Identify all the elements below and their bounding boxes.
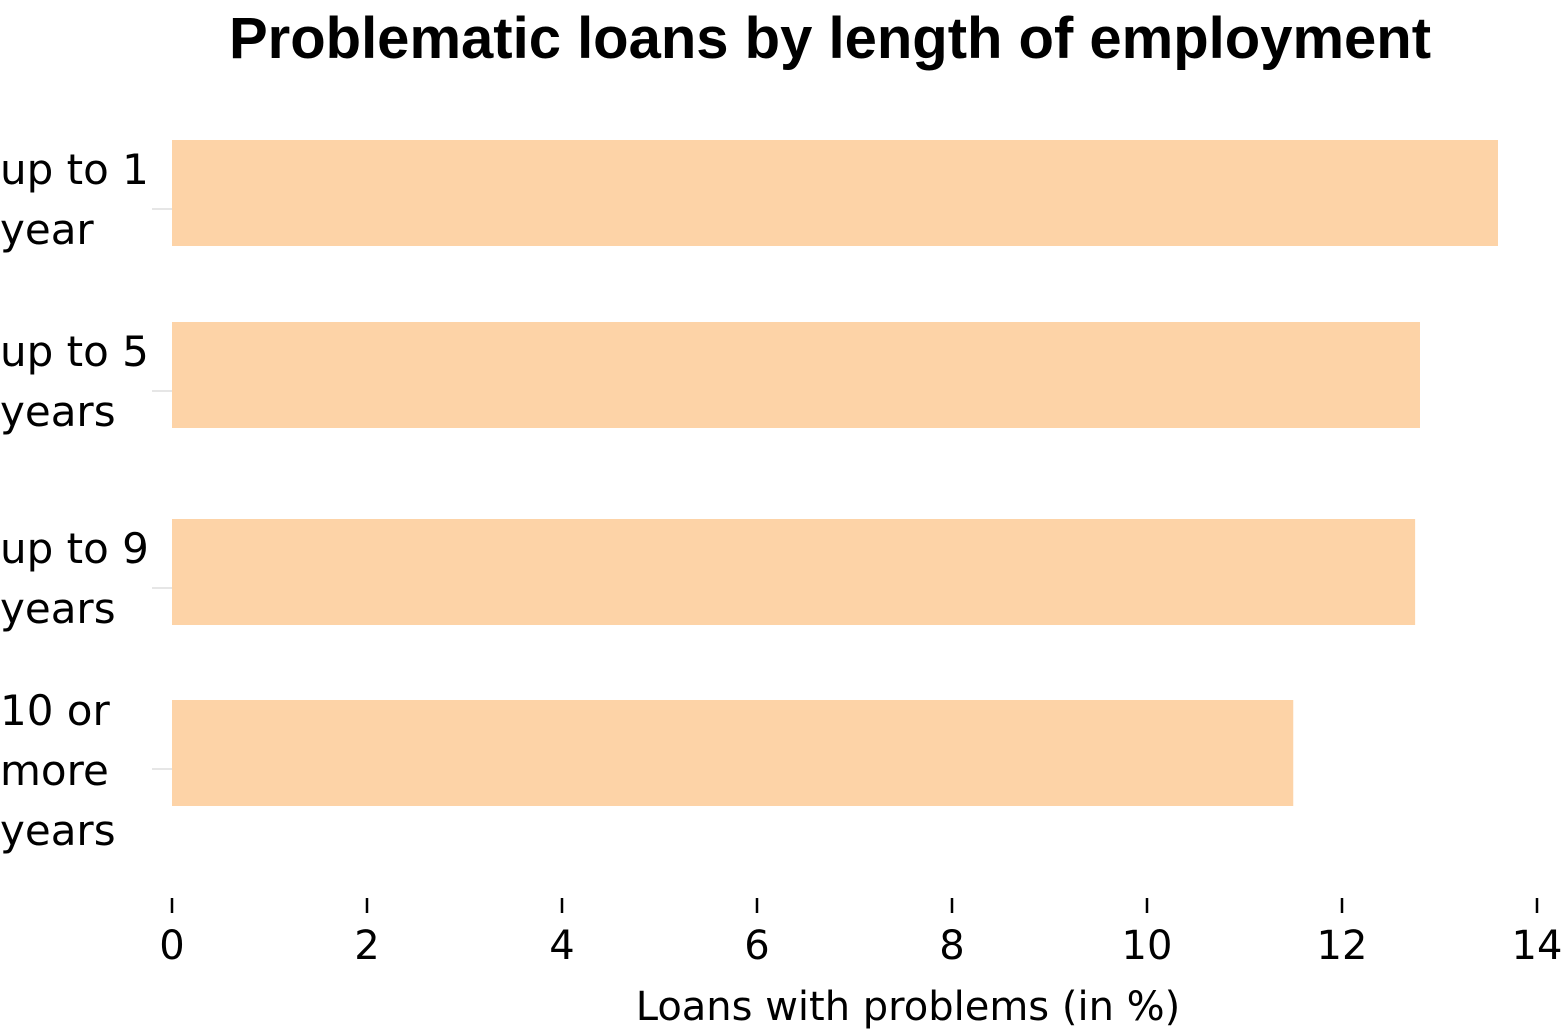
chart-title: Problematic loans by length of employmen…	[229, 6, 1431, 71]
x-tick-label: 14	[1512, 923, 1563, 969]
bar	[172, 700, 1294, 806]
x-tick-label: 6	[744, 923, 769, 969]
category-label: 10 or more years	[0, 686, 116, 855]
x-axis: 0 2 4 6 8 10 12 14	[159, 898, 1562, 969]
y-tick-marks	[152, 208, 172, 770]
bars-layer	[172, 140, 1498, 806]
x-tick-label: 10	[1122, 923, 1173, 969]
bar	[172, 140, 1498, 246]
x-tick-label: 12	[1317, 923, 1368, 969]
x-tick-label: 8	[939, 923, 964, 969]
x-axis-label: Loans with problems (in %)	[636, 984, 1181, 1030]
category-label: up to 1 year	[0, 145, 149, 254]
bar	[172, 519, 1416, 625]
category-label: up to 5 years	[0, 327, 149, 436]
category-labels: up to 1 year up to 5 years up to 9 years 10 or…	[0, 145, 149, 855]
category-label: up to 9 years	[0, 524, 149, 633]
bar	[172, 322, 1420, 428]
x-tick-label: 0	[159, 923, 184, 969]
x-tick-label: 4	[549, 923, 574, 969]
x-tick-label: 2	[354, 923, 379, 969]
